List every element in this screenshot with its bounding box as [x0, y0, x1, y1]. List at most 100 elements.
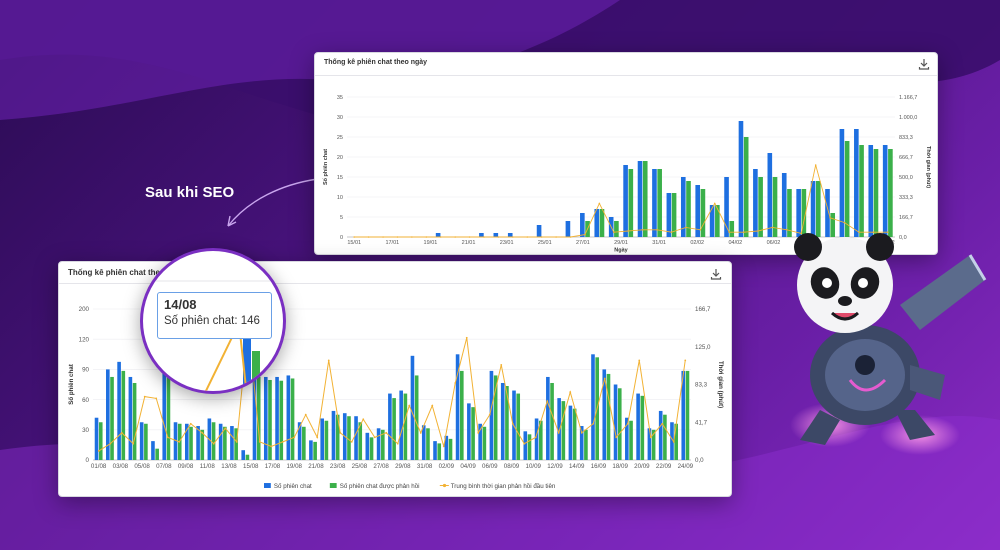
x-tick-label: 27/01: [576, 240, 590, 246]
bar-total: [594, 209, 600, 237]
response-time-point: [339, 431, 342, 434]
legend-label: Trung bình thời gian phản hồi đầu tiên: [451, 483, 556, 490]
response-time-point: [771, 226, 774, 229]
bar-total: [173, 422, 178, 460]
response-time-point: [143, 395, 146, 398]
bar-total: [241, 450, 246, 460]
response-time-point: [465, 336, 468, 339]
response-time-point: [886, 231, 889, 234]
bar-total: [117, 361, 121, 460]
response-time-point: [396, 442, 399, 445]
chat-chart-after: 0 30 60 90 120 200 0,0 41,7 83,3 125,0 166,7 Số phi…: [68, 306, 724, 490]
bar-total: [493, 233, 499, 237]
chart-tooltip: 14/08 Số phiên chat: 146: [157, 292, 272, 339]
bar-total: [579, 426, 584, 460]
bar-responded: [516, 393, 521, 460]
bar-total: [365, 432, 370, 460]
bar-total: [139, 422, 144, 460]
response-time-point: [120, 431, 123, 434]
bar-responded: [448, 438, 453, 460]
response-time-point: [638, 359, 641, 362]
response-time-point: [304, 413, 307, 416]
x-tick-label: 06/09: [482, 463, 498, 470]
bar-total: [479, 233, 484, 237]
response-time-point: [742, 231, 745, 234]
bar-responded: [98, 422, 103, 460]
response-time-point: [615, 436, 618, 439]
y-tick-label: 120: [79, 336, 90, 343]
x-tick-label: 31/01: [652, 240, 666, 246]
bar-total: [410, 355, 415, 460]
bar-responded: [606, 373, 611, 460]
download-icon[interactable]: [917, 57, 931, 71]
bar-total: [625, 417, 629, 460]
bar-responded: [617, 388, 622, 460]
x-tick-label: 04/02: [728, 240, 742, 246]
bar-responded: [599, 209, 605, 237]
y-tick-label: 0: [340, 235, 343, 241]
bar-total: [184, 423, 189, 460]
y2-tick-label: 125,0: [695, 344, 711, 351]
bar-responded: [550, 382, 554, 460]
response-time-point: [500, 363, 503, 366]
x-tick-label: 19/01: [424, 240, 438, 246]
response-time-point: [626, 422, 629, 425]
bar-responded: [685, 370, 690, 460]
response-time-point: [454, 236, 456, 238]
bar-responded: [223, 426, 227, 460]
bar-responded: [663, 414, 667, 460]
x-tick-label: 25/01: [538, 240, 552, 246]
response-time-point: [483, 236, 485, 238]
bar-responded: [369, 437, 374, 460]
x-tick-label: 12/09: [547, 463, 563, 470]
x-tick-label: 01/08: [91, 463, 107, 470]
bar-responded: [392, 398, 396, 460]
bar-responded: [166, 376, 171, 460]
response-time-point: [468, 236, 471, 238]
response-time-point: [526, 236, 529, 238]
bar-responded: [629, 420, 633, 460]
bar-total: [854, 129, 859, 237]
bar-responded: [538, 420, 543, 460]
y-tick-label: 30: [82, 427, 89, 434]
bar-responded: [189, 426, 193, 460]
response-time-point: [367, 236, 370, 238]
bar-total: [695, 185, 701, 237]
response-time-point: [641, 228, 644, 231]
bar-total: [637, 161, 643, 237]
bar-total: [309, 440, 313, 460]
y2-tick-label: 833,3: [899, 135, 913, 141]
y2-tick-label: 1.000,0: [899, 115, 917, 121]
x-tick-label: 24/09: [678, 463, 694, 470]
bar-responded: [200, 429, 205, 460]
response-time-point: [362, 418, 365, 421]
bar-total: [489, 370, 494, 460]
bar-total: [523, 431, 528, 460]
bar-total: [151, 441, 155, 460]
bar-responded: [459, 370, 464, 460]
y-tick-label: 15: [337, 175, 343, 181]
bar-total: [580, 213, 585, 237]
bar-responded: [313, 441, 317, 460]
response-time-point: [408, 404, 411, 407]
response-time-point: [598, 202, 601, 205]
x-tick-label: 27/08: [373, 463, 389, 470]
x-tick-label: 05/08: [134, 463, 150, 470]
bar-responded: [614, 221, 619, 237]
response-time-point: [235, 440, 238, 443]
bar-responded: [801, 189, 807, 237]
bar-total: [478, 423, 482, 460]
card-title: Thống kê phiên chat theo ngày: [324, 59, 428, 66]
y2-axis-label: Thời gian (phút): [925, 146, 931, 188]
download-icon[interactable]: [709, 267, 723, 281]
response-time-point: [224, 427, 227, 430]
x-tick-label: 06/02: [767, 240, 781, 246]
response-time-point: [872, 231, 875, 234]
bar-total: [591, 354, 595, 460]
x-tick-label: 08/09: [504, 463, 520, 470]
bar-responded: [471, 407, 475, 460]
x-tick-label: 17/08: [265, 463, 281, 470]
y-axis-label: Số phiên chat: [68, 364, 75, 405]
x-tick-label: 21/01: [462, 240, 476, 246]
response-time-point: [477, 431, 480, 434]
